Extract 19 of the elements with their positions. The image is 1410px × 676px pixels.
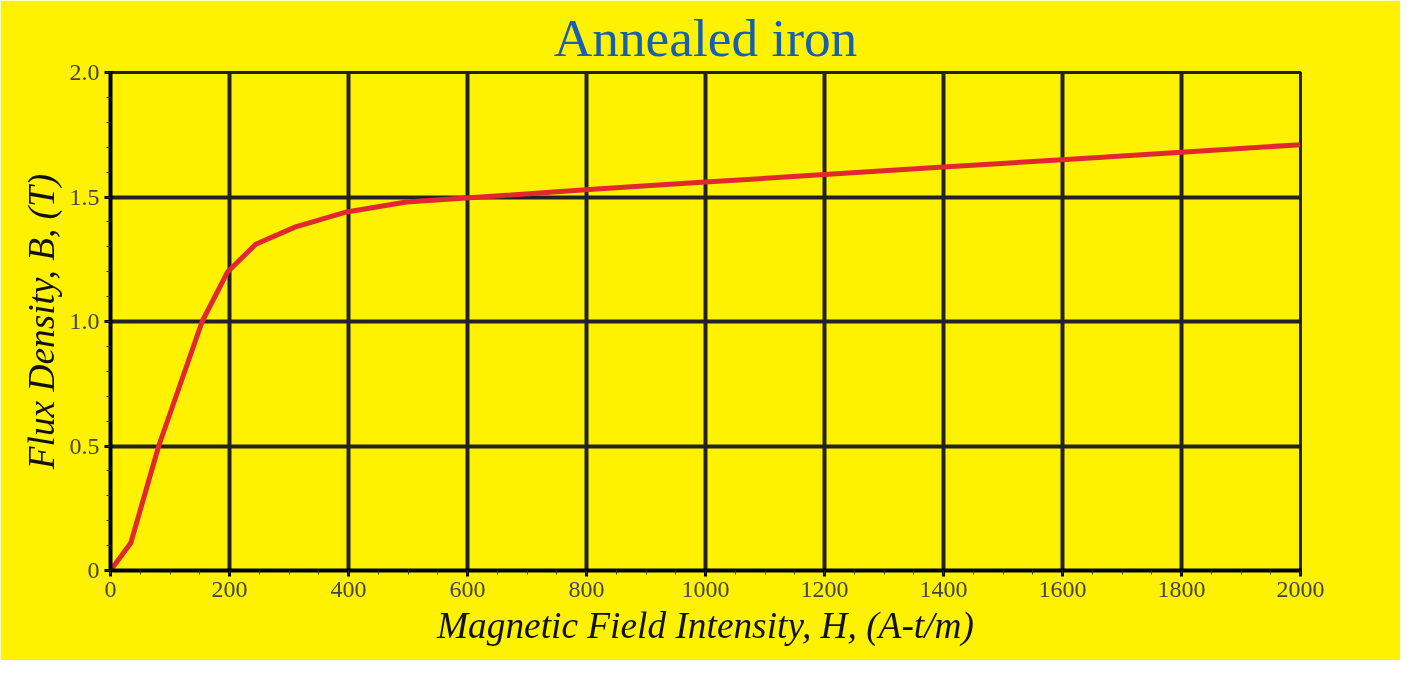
x-tick-label: 1200 [800, 575, 849, 602]
x-tick-label: 1400 [919, 575, 968, 602]
chart-title: Annealed iron [553, 7, 858, 68]
x-tick-label: 2000 [1276, 575, 1325, 602]
x-tick-label: 200 [211, 575, 248, 602]
x-tick-label: 800 [568, 575, 605, 602]
y-tick-label: 1.5 [69, 183, 100, 210]
x-axis-title: Magnetic Field Intensity, H, (A-t/m) [436, 604, 974, 647]
x-tick-label: 1800 [1157, 575, 1206, 602]
x-tick-label: 400 [330, 575, 367, 602]
x-tick-label: 1000 [681, 575, 730, 602]
y-axis-title: Flux Density, B, (T) [20, 173, 63, 471]
y-tick-label: 2.0 [69, 59, 100, 85]
x-tick-label: 0 [104, 575, 117, 602]
y-tick-label: 1.0 [69, 308, 100, 334]
x-tick-label: 600 [449, 575, 486, 602]
x-tick-label: 1600 [1038, 575, 1087, 602]
y-tick-label: 0 [87, 557, 100, 583]
y-tick-label: 0.5 [69, 432, 100, 459]
